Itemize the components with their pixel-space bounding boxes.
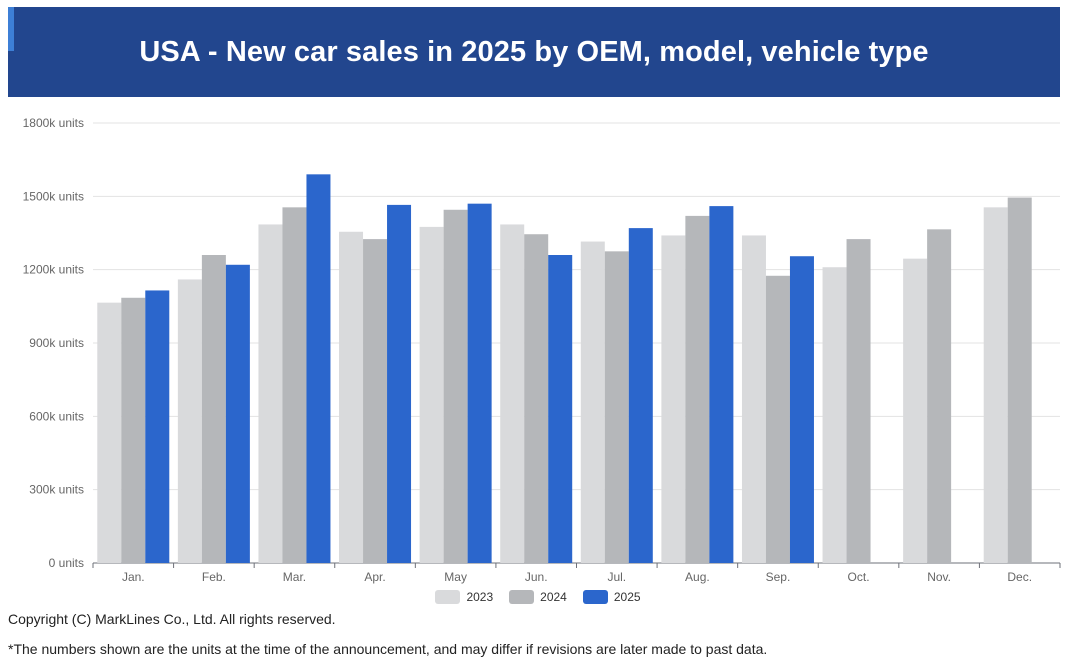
bar-2025 (548, 255, 573, 563)
x-tick-label: Apr. (364, 570, 385, 584)
bar-2023 (258, 224, 283, 563)
bar-2024 (121, 297, 146, 563)
bar-2023 (97, 302, 122, 563)
bar-2024 (765, 275, 790, 563)
bar-2023 (419, 226, 444, 563)
y-tick-label: 0 units (49, 556, 84, 570)
bar-2023 (177, 279, 202, 563)
bar-2023 (741, 235, 766, 563)
bar-2025 (709, 206, 734, 563)
x-tick-label: Dec. (1007, 570, 1032, 584)
legend-label-2023: 2023 (466, 590, 494, 604)
chart-title-banner: USA - New car sales in 2025 by OEM, mode… (8, 7, 1060, 97)
bar-2025 (225, 264, 250, 563)
bar-2024 (363, 239, 388, 563)
x-tick-label: May (444, 570, 467, 584)
legend-item-2024[interactable]: 2024 (503, 590, 567, 604)
x-tick-label: Jan. (122, 570, 145, 584)
y-tick-label: 600k units (29, 409, 84, 423)
bar-2024 (927, 229, 952, 564)
x-tick-label: Nov. (927, 570, 951, 584)
x-tick-label: Feb. (202, 570, 226, 584)
x-tick-label: Jun. (525, 570, 548, 584)
y-tick-label: 300k units (29, 483, 84, 497)
bar-2024 (1007, 197, 1032, 564)
bar-2024 (685, 215, 710, 563)
legend-item-2025[interactable]: 2025 (577, 590, 641, 604)
bar-2025 (467, 203, 492, 563)
bar-chart: 0 units 300k units 600k units 900k units 120… (23, 116, 1061, 584)
bar-2023 (903, 258, 928, 563)
bar-2025 (628, 228, 653, 563)
legend-label-2025: 2025 (613, 590, 641, 604)
chart-legend: 2023 2024 2025 (0, 590, 1070, 604)
legend-label-2024: 2024 (540, 590, 567, 604)
bar-2023 (500, 224, 525, 563)
bar-2023 (661, 235, 686, 563)
legend-swatch-2025 (582, 590, 608, 604)
bar-2023 (983, 207, 1008, 563)
chart-title: USA - New car sales in 2025 by OEM, mode… (139, 35, 929, 68)
x-tick-label: Sep. (766, 570, 791, 584)
bar-2023 (580, 241, 605, 564)
revision-note: *The numbers shown are the units at the … (8, 641, 768, 657)
y-tick-label: 1200k units (23, 263, 84, 277)
bar-2024 (443, 209, 468, 563)
legend-item-2023[interactable]: 2023 (429, 590, 493, 604)
copyright-text: Copyright (C) MarkLines Co., Ltd. All ri… (8, 611, 336, 627)
x-tick-label: Oct. (848, 570, 870, 584)
bar-2023 (822, 267, 847, 563)
bar-2025 (387, 204, 412, 563)
x-tick-label: Mar. (283, 570, 306, 584)
bar-2025 (145, 290, 170, 563)
bar-2024 (282, 207, 307, 563)
x-tick-label: Aug. (685, 570, 710, 584)
bar-2023 (339, 231, 364, 563)
y-tick-label: 1500k units (23, 189, 84, 203)
legend-swatch-2023 (435, 590, 461, 604)
bar-2025 (789, 256, 814, 563)
bar-2025 (306, 174, 331, 563)
bar-2024 (201, 255, 226, 563)
x-tick-label: Jul. (607, 570, 626, 584)
bar-2024 (604, 251, 629, 564)
y-tick-label: 900k units (29, 336, 84, 350)
y-tick-label: 1800k units (23, 116, 84, 130)
banner-accent (8, 7, 14, 51)
bar-2024 (524, 234, 549, 563)
legend-swatch-2024 (509, 590, 535, 604)
bar-2024 (846, 239, 871, 563)
